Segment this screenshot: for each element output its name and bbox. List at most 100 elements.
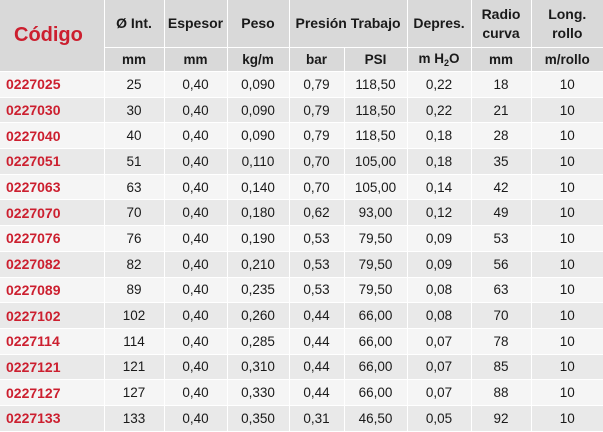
cell-thickness: 0,40 (164, 199, 228, 227)
cell-bar: 0,79 (289, 71, 345, 98)
cell-length: 10 (531, 148, 603, 175)
cell-diameter: 133 (104, 405, 165, 432)
cell-radius: 28 (471, 122, 532, 150)
table-row: 0227070 70 0,40 0,180 0,62 93,00 0,12 49 10 (0, 199, 603, 227)
cell-psi: 66,00 (344, 328, 408, 355)
table-row: 0227076 76 0,40 0,190 0,53 79,50 0,09 53 10 (0, 225, 603, 252)
unit-radius: mm (471, 47, 532, 72)
cell-diameter: 30 (104, 97, 165, 124)
cell-radius: 49 (471, 199, 532, 227)
cell-depression: 0,07 (407, 328, 472, 355)
cell-code: 0227082 (0, 251, 105, 278)
cell-diameter: 127 (104, 379, 165, 406)
cell-length: 10 (531, 97, 603, 124)
cell-psi: 79,50 (344, 251, 408, 278)
table-body: 0227025 25 0,40 0,090 0,79 118,50 0,22 18 10 0227… (0, 71, 603, 432)
cell-psi: 66,00 (344, 354, 408, 381)
cell-diameter: 51 (104, 148, 165, 175)
cell-depression: 0,09 (407, 225, 472, 252)
cell-bar: 0,70 (289, 174, 345, 201)
cell-radius: 63 (471, 277, 532, 304)
cell-weight: 0,210 (227, 251, 290, 278)
cell-radius: 42 (471, 174, 532, 201)
cell-bar: 0,53 (289, 277, 345, 304)
cell-bar: 0,53 (289, 251, 345, 278)
cell-code: 0227030 (0, 97, 105, 124)
units-row: mm mm kg/m bar PSI m H2O mm m/rollo (0, 47, 603, 72)
table-row: 0227114 114 0,40 0,285 0,44 66,00 0,07 78 10 (0, 328, 603, 355)
unit-depression-sub: 2 (444, 58, 450, 68)
cell-weight: 0,260 (227, 302, 290, 329)
cell-length: 10 (531, 354, 603, 381)
cell-bar: 0,44 (289, 354, 345, 381)
cell-code: 0227133 (0, 405, 105, 432)
table-row: 0227102 102 0,40 0,260 0,44 66,00 0,08 70 10 (0, 302, 603, 329)
cell-diameter: 121 (104, 354, 165, 381)
cell-code: 0227063 (0, 174, 105, 201)
cell-length: 10 (531, 122, 603, 150)
cell-psi: 93,00 (344, 199, 408, 227)
cell-bar: 0,53 (289, 225, 345, 252)
cell-thickness: 0,40 (164, 71, 228, 98)
cell-diameter: 40 (104, 122, 165, 150)
cell-diameter: 25 (104, 71, 165, 98)
cell-depression: 0,07 (407, 379, 472, 406)
table-row: 0227063 63 0,40 0,140 0,70 105,00 0,14 42 10 (0, 174, 603, 201)
cell-thickness: 0,40 (164, 405, 228, 432)
cell-code: 0227102 (0, 302, 105, 329)
table-row: 0227133 133 0,40 0,350 0,31 46,50 0,05 92 10 (0, 405, 603, 432)
table-row: 0227127 127 0,40 0,330 0,44 66,00 0,07 88 10 (0, 379, 603, 406)
cell-psi: 66,00 (344, 302, 408, 329)
cell-code: 0227040 (0, 122, 105, 150)
cell-bar: 0,44 (289, 328, 345, 355)
cell-diameter: 89 (104, 277, 165, 304)
unit-depression-main: m H (418, 51, 444, 66)
cell-depression: 0,22 (407, 97, 472, 124)
cell-weight: 0,090 (227, 71, 290, 98)
unit-bar: bar (289, 47, 345, 72)
cell-weight: 0,285 (227, 328, 290, 355)
cell-thickness: 0,40 (164, 251, 228, 278)
cell-code: 0227089 (0, 277, 105, 304)
cell-code: 0227051 (0, 148, 105, 175)
header-code: Código (0, 0, 105, 72)
cell-psi: 118,50 (344, 122, 408, 150)
cell-psi: 79,50 (344, 277, 408, 304)
cell-length: 10 (531, 302, 603, 329)
cell-psi: 79,50 (344, 225, 408, 252)
cell-depression: 0,18 (407, 148, 472, 175)
cell-code: 0227025 (0, 71, 105, 98)
cell-length: 10 (531, 405, 603, 432)
unit-thickness: mm (164, 47, 228, 72)
header-diameter: Ø Int. (104, 0, 165, 48)
cell-psi: 105,00 (344, 174, 408, 201)
cell-psi: 118,50 (344, 97, 408, 124)
cell-depression: 0,08 (407, 277, 472, 304)
cell-thickness: 0,40 (164, 225, 228, 252)
cell-weight: 0,180 (227, 199, 290, 227)
cell-psi: 66,00 (344, 379, 408, 406)
header-weight: Peso (227, 0, 290, 48)
cell-radius: 21 (471, 97, 532, 124)
cell-weight: 0,140 (227, 174, 290, 201)
cell-code: 0227114 (0, 328, 105, 355)
cell-depression: 0,05 (407, 405, 472, 432)
cell-code: 0227070 (0, 199, 105, 227)
table-row: 0227030 30 0,40 0,090 0,79 118,50 0,22 21 10 (0, 97, 603, 124)
header-row: Código Ø Int. Espesor Peso Presión Traba… (0, 0, 603, 72)
header-depression: Depres. (407, 0, 472, 48)
unit-psi: PSI (344, 47, 408, 72)
cell-weight: 0,235 (227, 277, 290, 304)
table-row: 0227089 89 0,40 0,235 0,53 79,50 0,08 63 10 (0, 277, 603, 304)
cell-radius: 53 (471, 225, 532, 252)
cell-thickness: 0,40 (164, 277, 228, 304)
cell-diameter: 102 (104, 302, 165, 329)
cell-thickness: 0,40 (164, 354, 228, 381)
cell-weight: 0,190 (227, 225, 290, 252)
cell-weight: 0,110 (227, 148, 290, 175)
unit-weight: kg/m (227, 47, 290, 72)
cell-depression: 0,09 (407, 251, 472, 278)
cell-weight: 0,330 (227, 379, 290, 406)
header-radius: Radio curva (471, 0, 532, 48)
cell-radius: 70 (471, 302, 532, 329)
